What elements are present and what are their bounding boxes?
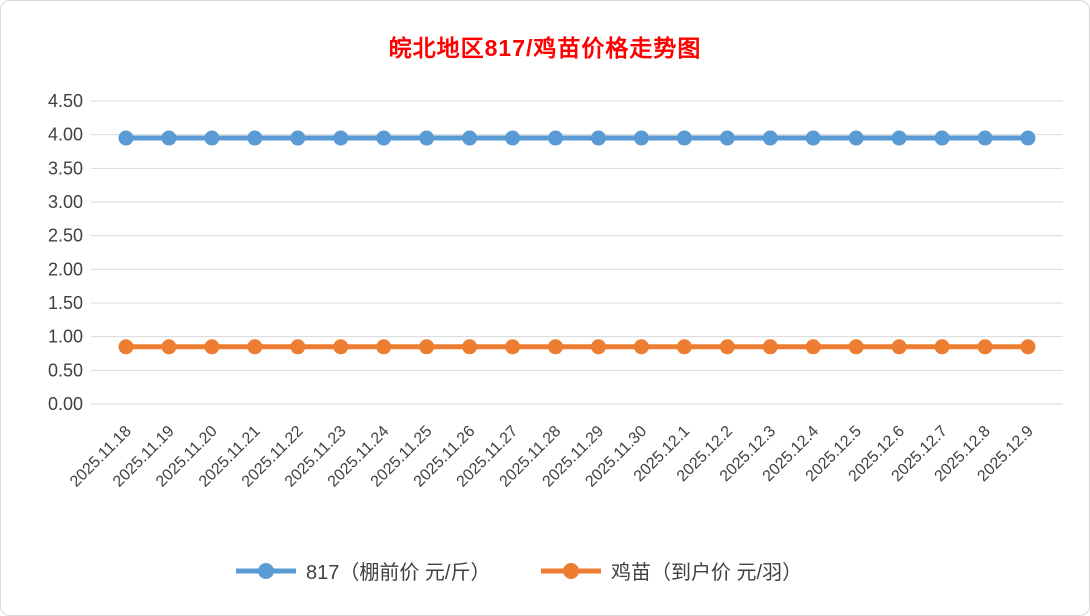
data-point-series-1 [676, 339, 692, 355]
y-axis-label: 1.00 [48, 327, 83, 347]
data-point-series-1 [848, 339, 864, 355]
data-point-series-1 [1020, 339, 1036, 355]
data-point-series-1 [934, 339, 950, 355]
data-point-series-0 [805, 130, 821, 146]
y-axis-label: 2.50 [48, 226, 83, 246]
y-axis-label: 0.00 [48, 394, 83, 414]
data-point-series-0 [977, 130, 993, 146]
data-point-series-0 [934, 130, 950, 146]
data-point-series-0 [333, 130, 349, 146]
data-point-series-1 [590, 339, 606, 355]
data-point-series-0 [118, 130, 134, 146]
data-point-series-0 [204, 130, 220, 146]
data-point-series-1 [891, 339, 907, 355]
data-point-series-1 [548, 339, 564, 355]
data-point-series-0 [419, 130, 435, 146]
data-point-series-1 [247, 339, 263, 355]
data-point-series-0 [290, 130, 306, 146]
chart-title: 皖北地区817/鸡苗价格走势图 [388, 35, 702, 61]
data-point-series-0 [161, 130, 177, 146]
data-point-series-1 [762, 339, 778, 355]
data-point-series-0 [247, 130, 263, 146]
data-point-series-0 [676, 130, 692, 146]
data-point-series-1 [118, 339, 134, 355]
data-point-series-1 [376, 339, 392, 355]
data-point-series-1 [505, 339, 521, 355]
data-point-series-1 [290, 339, 306, 355]
data-point-series-1 [633, 339, 649, 355]
y-axis-label: 2.00 [48, 259, 83, 279]
y-axis-label: 1.50 [48, 293, 83, 313]
data-point-series-1 [161, 339, 177, 355]
legend-label-jimiao: 鸡苗（到户价 元/羽） [611, 561, 802, 584]
y-axis-label: 4.50 [48, 91, 83, 111]
legend-marker-dot-817 [258, 563, 274, 579]
y-axis-label: 0.50 [48, 360, 83, 380]
data-point-series-0 [1020, 130, 1036, 146]
data-point-series-1 [805, 339, 821, 355]
data-point-series-0 [590, 130, 606, 146]
data-point-series-0 [462, 130, 478, 146]
y-axis-label: 4.00 [48, 125, 83, 145]
data-point-series-0 [548, 130, 564, 146]
y-axis-label: 3.00 [48, 192, 83, 212]
data-point-series-0 [376, 130, 392, 146]
data-point-series-0 [719, 130, 735, 146]
legend-marker-dot-jimiao [563, 563, 579, 579]
legend-label-817: 817（棚前价 元/斤） [306, 561, 490, 584]
data-point-series-1 [977, 339, 993, 355]
data-point-series-1 [204, 339, 220, 355]
data-point-series-1 [462, 339, 478, 355]
data-point-series-1 [719, 339, 735, 355]
data-point-series-0 [633, 130, 649, 146]
y-axis-label: 3.50 [48, 158, 83, 178]
data-point-series-1 [419, 339, 435, 355]
data-point-series-1 [333, 339, 349, 355]
legend: 817（棚前价 元/斤） 鸡苗（到户价 元/羽） [236, 561, 802, 584]
data-point-series-0 [848, 130, 864, 146]
data-point-series-0 [762, 130, 778, 146]
data-point-series-0 [891, 130, 907, 146]
data-point-series-0 [505, 130, 521, 146]
